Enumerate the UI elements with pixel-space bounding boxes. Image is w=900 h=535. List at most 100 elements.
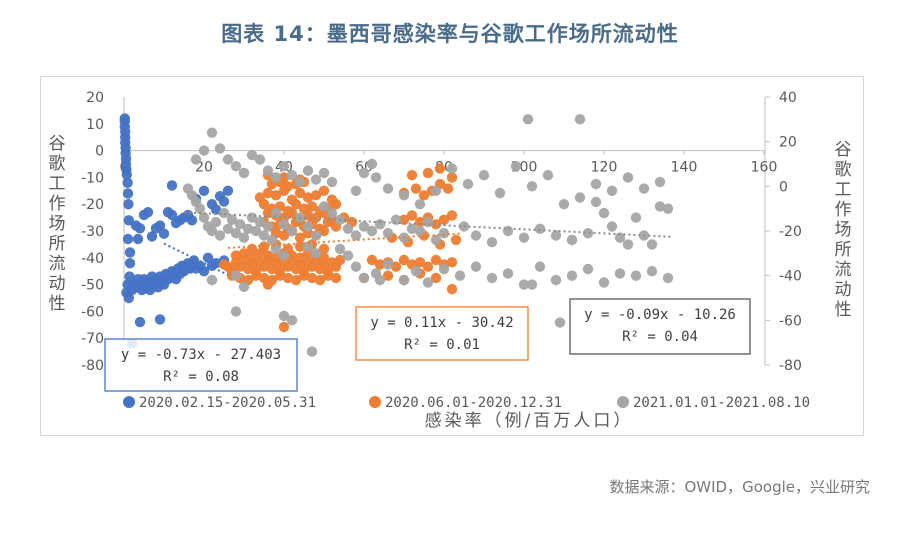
legend-marker <box>123 396 135 408</box>
scatter-point <box>430 219 442 230</box>
scatter-point <box>614 232 626 243</box>
series-3-equation-box: y = -0.09x - 10.26 R² = 0.04 <box>569 298 751 355</box>
equation-boxes-group: y = -0.73x - 27.403 R² = 0.08 y = 0.11x - … <box>104 298 751 392</box>
scatter-point <box>478 170 490 181</box>
scatter-point <box>406 210 418 221</box>
scatter-point <box>123 292 134 304</box>
scatter-point <box>522 114 534 125</box>
scatter-point <box>398 274 410 286</box>
scatter-point <box>366 158 378 170</box>
figure-title: 图表 14：墨西哥感染率与谷歌工作场所流动性 <box>221 22 679 46</box>
scatter-point <box>494 187 506 199</box>
scatter-point <box>250 225 262 237</box>
right-y-tick-label: -80 <box>779 358 802 374</box>
scatter-point <box>414 225 426 237</box>
scatter-point <box>398 190 410 201</box>
scatter-point <box>166 209 178 221</box>
scatter-point <box>390 214 402 225</box>
scatter-point <box>366 254 378 266</box>
scatter-point <box>446 163 458 174</box>
left-y-axis-label-char: 作 <box>49 194 66 214</box>
scatter-point <box>166 180 178 191</box>
scatter-point <box>550 274 562 286</box>
left-y-tick-label: -70 <box>81 331 104 347</box>
scatter-point <box>410 183 422 194</box>
left-y-tick-label: 10 <box>86 117 104 133</box>
scatter-point <box>382 183 394 194</box>
right-y-axis-label: 谷歌工作场所流动性 <box>835 140 852 320</box>
scatter-point <box>414 257 426 268</box>
scatter-point <box>186 215 198 226</box>
scatter-point <box>286 225 298 237</box>
scatter-point <box>518 232 530 243</box>
scatter-point <box>542 170 554 181</box>
right-y-tick-label: -60 <box>779 313 802 329</box>
scatter-point <box>302 192 314 203</box>
scatter-point <box>446 283 458 295</box>
scatter-point <box>430 234 442 246</box>
scatter-point <box>518 279 530 290</box>
scatter-point <box>210 258 222 269</box>
scatter-point <box>582 263 594 275</box>
scatter-point <box>526 181 538 192</box>
scatter-point <box>326 176 338 188</box>
scatter-point <box>326 207 338 219</box>
scatter-point <box>294 176 306 188</box>
scatter-point <box>294 232 306 243</box>
scatter-point <box>654 201 666 212</box>
scatter-point <box>318 201 330 212</box>
legend-label: 2020.06.01-2020.12.31 <box>385 395 562 411</box>
scatter-point <box>486 237 498 248</box>
scatter-point <box>234 219 246 230</box>
scatter-point <box>218 196 230 207</box>
series-1-equation-box: y = -0.73x - 27.403 R² = 0.08 <box>104 338 298 392</box>
scatter-point <box>470 230 482 241</box>
scatter-point <box>554 317 566 328</box>
scatter-point <box>350 185 362 196</box>
scatter-point <box>214 230 226 241</box>
scatter-point <box>238 248 250 259</box>
scatter-point <box>230 228 242 239</box>
scatter-point <box>558 199 570 210</box>
scatter-point <box>230 306 242 317</box>
scatter-point <box>622 172 634 183</box>
right-y-axis-label-char: 工 <box>835 180 852 200</box>
scatter-point <box>662 203 674 214</box>
series-group <box>119 113 674 357</box>
scatter-point <box>310 190 322 201</box>
scatter-point <box>278 321 290 333</box>
scatter-point <box>566 234 578 246</box>
scatter-point <box>598 207 610 219</box>
scatter-point <box>294 187 306 199</box>
scatter-point <box>206 127 218 138</box>
left-y-tick-label: -20 <box>81 197 104 213</box>
scatter-point <box>122 177 133 188</box>
scatter-point <box>462 178 474 190</box>
legend-marker <box>369 396 381 408</box>
scatter-point <box>270 207 282 219</box>
scatter-point <box>318 185 330 196</box>
equation-box-border <box>104 338 298 392</box>
scatter-point <box>438 214 450 225</box>
scatter-point <box>430 254 442 266</box>
scatter-point <box>262 279 274 290</box>
scatter-point <box>262 187 274 199</box>
x-tick-label: 120 <box>591 160 618 176</box>
scatter-point <box>278 310 290 322</box>
scatter-point <box>226 214 238 225</box>
left-y-axis-label-char: 动 <box>49 274 66 294</box>
left-y-axis-label-char: 流 <box>49 254 66 274</box>
scatter-point <box>318 225 330 237</box>
scatter-point <box>210 216 222 228</box>
scatter-point <box>154 314 166 325</box>
scatter-point <box>286 207 298 219</box>
scatter-point <box>202 252 214 263</box>
right-y-tick-label: -40 <box>779 269 802 285</box>
scatter-point <box>198 212 210 223</box>
scatter-point <box>123 199 134 210</box>
right-y-axis-label-char: 动 <box>835 280 852 300</box>
axes-group: 20 10 0 -10 -20 -30 -40 -50 -60 -70 -80 40 20 0 -20 -40… <box>49 90 852 431</box>
scatter-point <box>158 228 170 239</box>
left-y-tick-label: -50 <box>81 278 104 294</box>
scatter-point <box>246 243 258 255</box>
